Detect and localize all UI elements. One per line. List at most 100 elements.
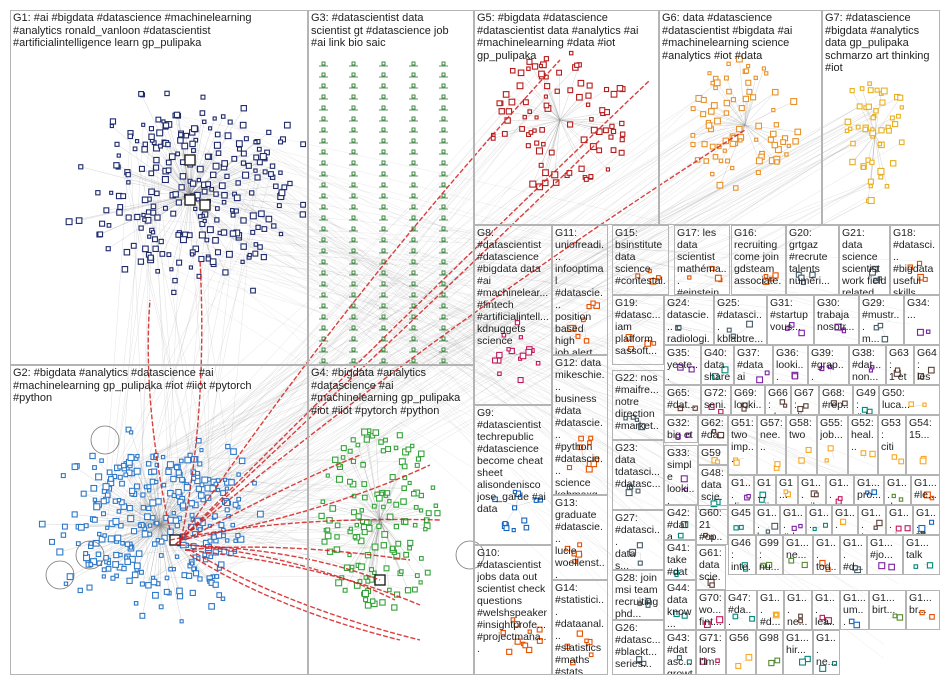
node-g1 (170, 210, 177, 217)
edge-inter-group (208, 184, 643, 504)
node-g2 (140, 505, 147, 511)
edge-inter-group (156, 85, 521, 483)
node-g1 (231, 155, 238, 162)
edge-inter-group (197, 127, 866, 522)
node-g1 (125, 171, 131, 178)
node-g2 (120, 540, 125, 546)
edge-g1 (189, 162, 244, 196)
node-g1 (262, 169, 268, 175)
group-panel-g71: G71: lors l'im... (696, 630, 726, 675)
node-g2 (105, 525, 110, 530)
edge-g1 (153, 194, 191, 207)
node-g1 (233, 194, 241, 202)
node-g1 (222, 269, 229, 276)
node-g1-outer (99, 220, 106, 227)
edge-g4 (344, 519, 381, 591)
edge-g1-outer (168, 162, 191, 196)
edge-inter-group (167, 112, 727, 470)
node-g1-outer (164, 90, 170, 97)
edge-g10 (512, 619, 518, 639)
node-g1 (177, 137, 184, 144)
edge-g2 (141, 524, 161, 573)
group-panel-g15: G15: bsinstitute data science #contestal… (612, 225, 669, 295)
edge-g4 (379, 498, 381, 521)
group-label-g56: G56 (729, 632, 749, 644)
group-label-g18: G18: #datasci... #bigdata useful skills.… (893, 227, 936, 295)
group-label-gp: G1... ne... (786, 537, 809, 561)
group-panel-g63: G63: 1 et (886, 345, 914, 385)
edge-inter-group (152, 136, 873, 578)
node-g2 (161, 534, 168, 542)
node-g1 (181, 142, 189, 150)
group-label-g19: G19: #datasc... iam platform sassoft... (615, 297, 661, 357)
edge-inter-group (243, 246, 911, 325)
edge-inter-group (198, 160, 760, 559)
group-panel-gq: G1... tod... (813, 535, 840, 575)
edge-inter-group (218, 535, 377, 549)
edge-inter-group (176, 114, 867, 428)
node-g2 (112, 517, 120, 525)
node-g1 (158, 238, 164, 245)
group-label-g7: G7: #datascience #bigdata #analytics dat… (825, 12, 930, 74)
node-g1 (253, 168, 258, 173)
edge-inter-group (223, 116, 715, 459)
edge-inter-group (197, 109, 774, 482)
node-g1-outer (278, 231, 284, 237)
group-panel-g34: G34: ... (904, 295, 940, 345)
edge-inter-group (199, 167, 733, 528)
edge-inter-group (183, 116, 875, 538)
edge-g2-outer (130, 432, 161, 526)
edge-inter-group (195, 130, 607, 506)
edge-inter-group (181, 96, 547, 506)
edge-g2 (159, 524, 168, 578)
edge-inter-group (213, 121, 849, 482)
edge-inter-group (201, 258, 889, 489)
node-g1 (258, 210, 265, 218)
node-g1 (193, 206, 198, 212)
group-panel-g12: G12: data mikeschie... business #data #d… (552, 355, 608, 495)
node-g1 (150, 230, 156, 235)
node-g2 (101, 574, 106, 579)
group-label-g43: G43: #datasc... growt... (667, 632, 693, 675)
group-label-g98: G98 (759, 632, 779, 644)
edge-g5 (545, 119, 561, 173)
edge-g5 (545, 96, 561, 121)
node-g1 (141, 122, 146, 127)
group-panel-g54: G54: 15... (906, 415, 940, 475)
edge-inter-group (142, 117, 893, 496)
node-g2 (179, 458, 184, 464)
group-panel-g13: G13: graduate #datascie... lucie woellen… (552, 495, 608, 580)
group-panel-g37: G37: #data ai (734, 345, 773, 385)
node-g1 (209, 258, 217, 266)
group-label-gaa: G1... hir... (786, 632, 809, 656)
edge-inter-group (118, 155, 200, 489)
edge-g2 (90, 524, 161, 547)
node-g1 (235, 180, 241, 186)
node-g2 (150, 515, 156, 521)
node-g2 (133, 467, 141, 475)
edge-inter-group (191, 85, 548, 516)
edge-inter-group (230, 121, 865, 599)
node-g1 (259, 152, 267, 161)
node-g1-outer (287, 180, 293, 187)
group-panel-g51: G51: two imp... (728, 415, 757, 475)
group-panel-gk: G1... sa... (806, 505, 832, 535)
group-panel-g45: G45 (728, 505, 754, 535)
group-panel-g98: G98 (756, 630, 783, 675)
group-label-g6: G6: data #datascience #datascientist #bi… (662, 12, 793, 62)
node-g1 (242, 171, 250, 179)
node-g1 (230, 212, 236, 218)
edge-g6 (744, 124, 760, 161)
group-panel-g6: G6: data #datascience #datascientist #bi… (659, 10, 822, 225)
node-g2 (135, 550, 143, 557)
edge-inter-group (192, 252, 217, 577)
node-g2 (220, 490, 227, 497)
edge-inter-group (129, 85, 548, 463)
edge-inter-group (149, 121, 849, 491)
edge-inter-group (189, 138, 494, 566)
node-g1-outer (250, 287, 256, 294)
edge-inter-group (155, 64, 544, 524)
node-g2 (189, 589, 196, 597)
node-g1 (199, 110, 206, 116)
